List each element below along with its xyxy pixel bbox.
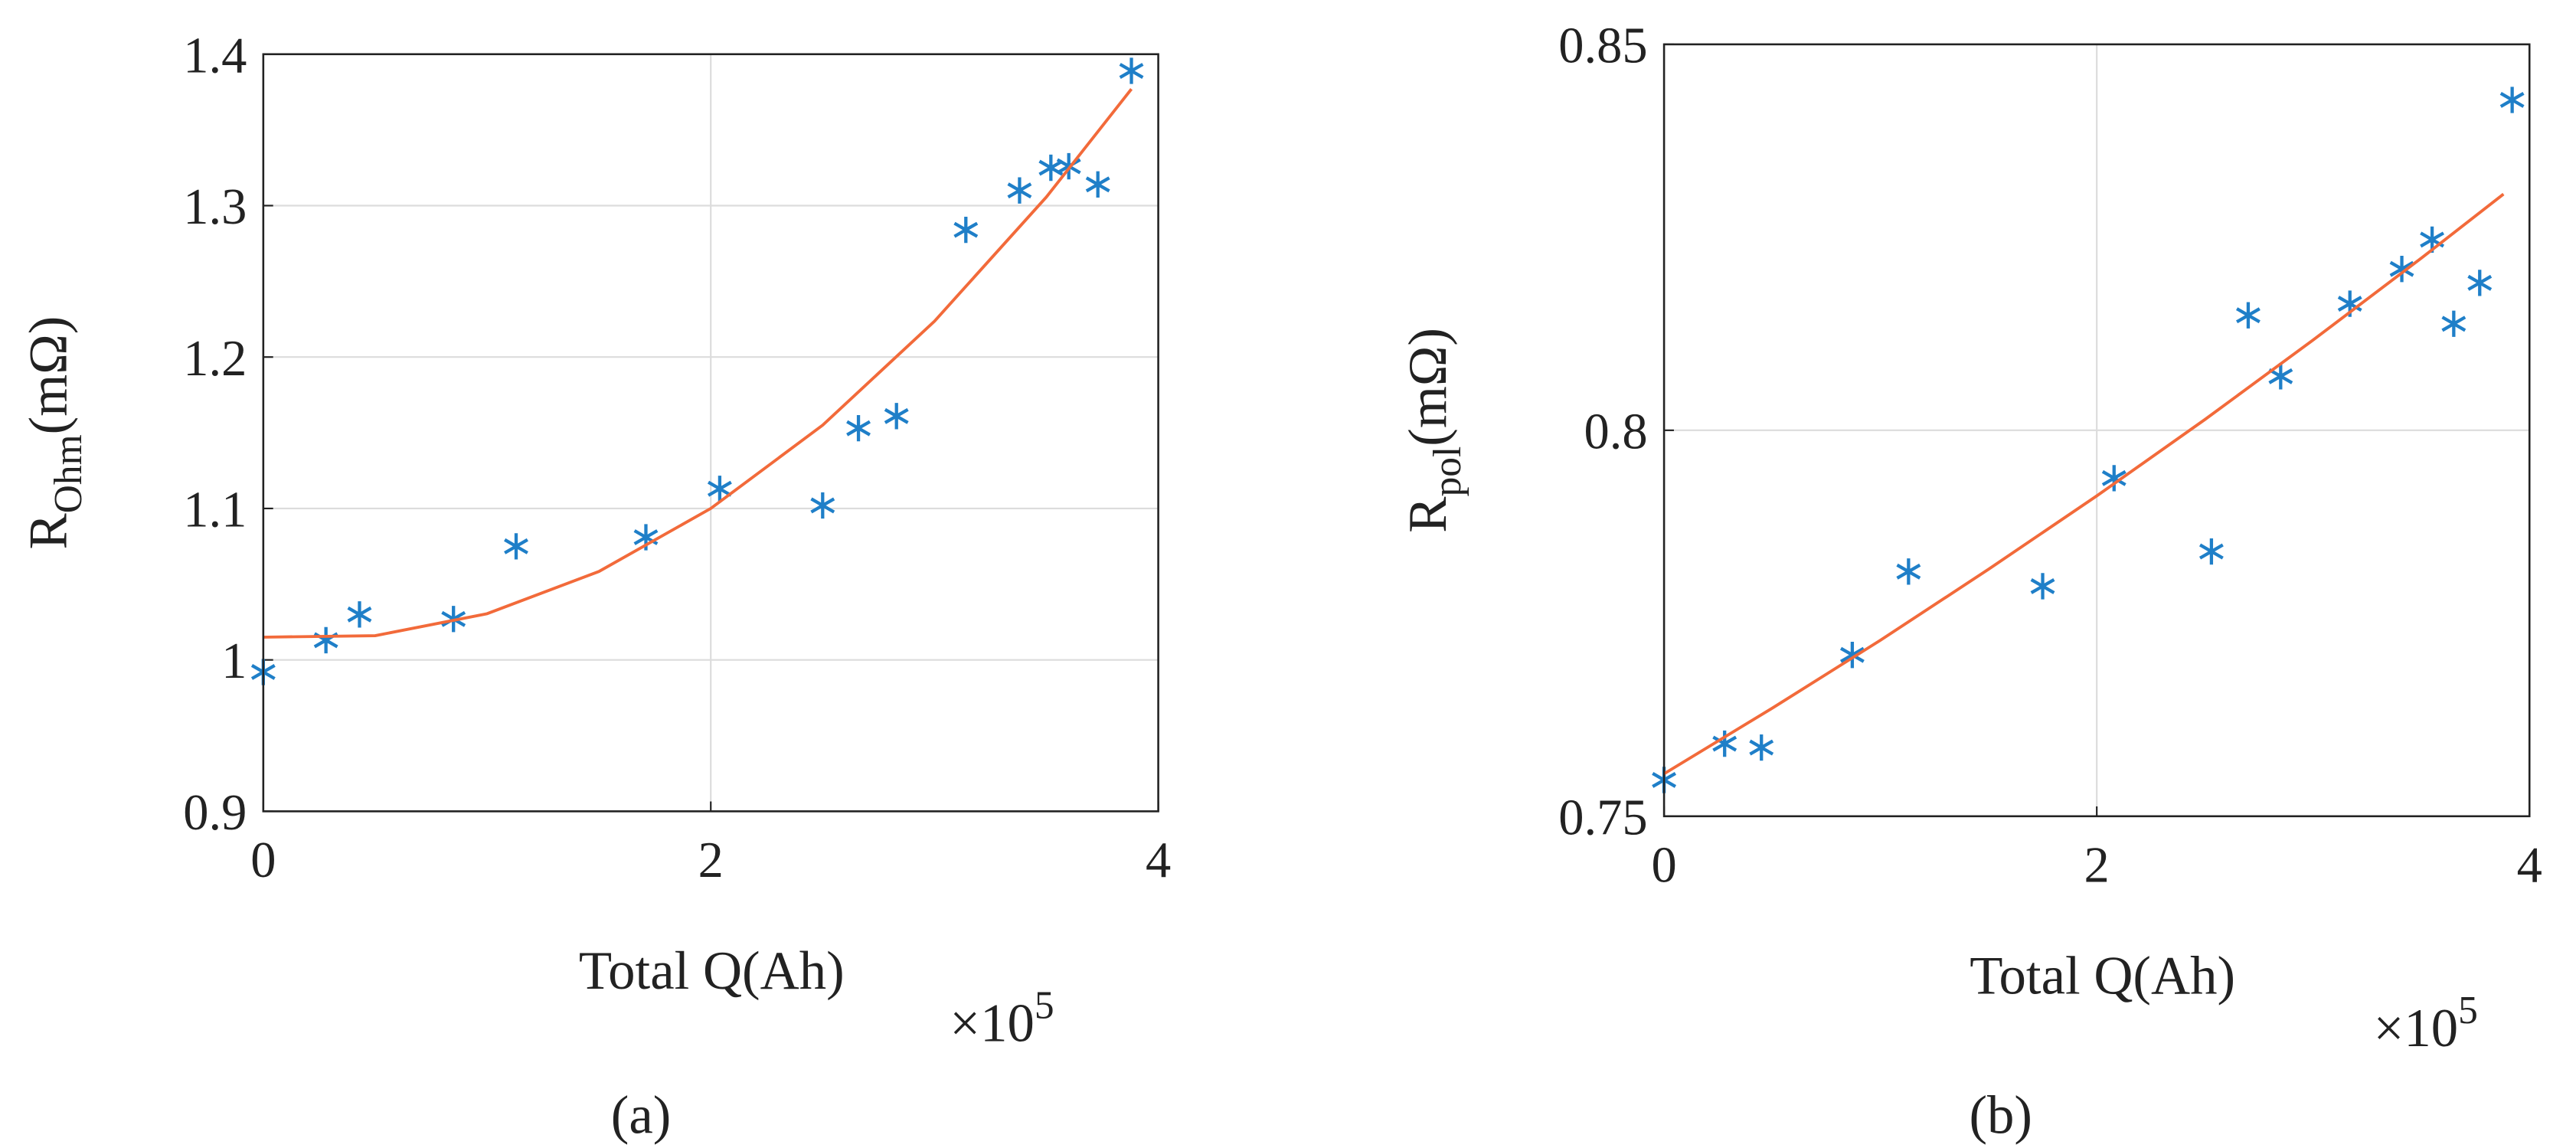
- multiplier-base: ×10: [950, 994, 1035, 1054]
- data-point: [2441, 310, 2466, 337]
- data-point: [810, 492, 835, 519]
- y-label-main: R: [18, 513, 78, 550]
- x-axis-label: Total Q(Ah): [1970, 946, 2235, 1006]
- data-point: [1839, 642, 1865, 669]
- data-point: [2030, 573, 2055, 600]
- fit-line: [263, 88, 1133, 639]
- y-axis-label: Rpol(mΩ): [1398, 328, 1469, 533]
- data-point: [2389, 256, 2414, 283]
- y-label-unit: (mΩ): [1398, 328, 1458, 446]
- data-point: [504, 533, 528, 560]
- x-tick-label: 0: [250, 832, 276, 888]
- x-axis-label: Total Q(Ah): [579, 941, 845, 1001]
- data-point: [2101, 465, 2127, 492]
- y-tick-label: 1.2: [183, 331, 247, 387]
- x-tick-label: 4: [1146, 832, 1171, 888]
- x-tick-label: 2: [2084, 838, 2110, 894]
- data-point: [2236, 302, 2261, 329]
- axes-box: [262, 53, 1159, 813]
- panel-label: (a): [611, 1086, 672, 1146]
- y-tick-label: 0.8: [1584, 404, 1648, 460]
- data-point: [347, 601, 372, 628]
- data-point: [884, 403, 909, 430]
- panel-label: (b): [1969, 1086, 2032, 1146]
- y-label-unit: (mΩ): [18, 316, 78, 435]
- x-tick-label: 2: [698, 832, 724, 888]
- data-point: [1749, 734, 1774, 761]
- x-multiplier: ×105: [950, 984, 1054, 1054]
- fit-line: [1663, 192, 2505, 776]
- y-tick-label: 0.75: [1558, 790, 1647, 845]
- multiplier-exp: 5: [1035, 984, 1054, 1028]
- data-point: [953, 216, 979, 244]
- y-tick-label: 1.4: [183, 28, 247, 83]
- y-tick-label: 0.85: [1558, 18, 1647, 74]
- y-tick-label: 1: [221, 633, 247, 689]
- data-point: [2467, 270, 2493, 296]
- data-point: [1896, 558, 1921, 585]
- data-point: [2499, 87, 2525, 113]
- data-point: [1007, 177, 1032, 204]
- data-point: [707, 476, 732, 502]
- data-point: [2198, 538, 2224, 565]
- multiplier-exp: 5: [2458, 989, 2478, 1032]
- x-tick-label: 4: [2517, 838, 2542, 894]
- data-point: [846, 414, 871, 442]
- data-point: [1119, 57, 1144, 84]
- y-tick-label: 1.1: [183, 482, 247, 538]
- data-point: [2268, 363, 2293, 390]
- y-label-main: R: [1398, 496, 1458, 533]
- x-multiplier: ×105: [2374, 989, 2478, 1058]
- y-axis-label: ROhm(mΩ): [18, 316, 90, 550]
- axes-box: [1662, 43, 2531, 818]
- multiplier-base: ×10: [2374, 999, 2459, 1058]
- data-point: [1085, 171, 1110, 198]
- y-label-sub: Ohm: [47, 434, 90, 513]
- data-point: [1712, 730, 1737, 757]
- y-tick-label: 1.3: [183, 179, 247, 235]
- y-label-sub: pol: [1426, 446, 1469, 497]
- x-tick-label: 0: [1651, 838, 1676, 894]
- y-tick-label: 0.9: [183, 785, 247, 841]
